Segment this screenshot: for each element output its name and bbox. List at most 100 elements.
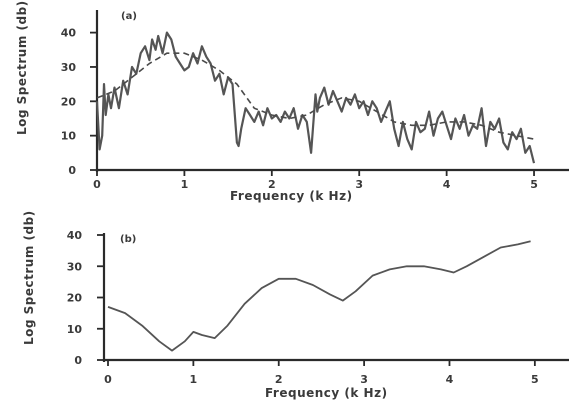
panel-a-series-1-point	[166, 31, 168, 33]
panel-a-series-1-point	[524, 152, 526, 154]
panel-a-series-1-point	[279, 121, 281, 123]
panel-a-series-1-point	[101, 135, 103, 137]
panel-a-series-1-point	[529, 145, 531, 147]
panel-b-y-tick-label: 30	[67, 260, 83, 273]
panel-a-series-1-point	[406, 138, 408, 140]
panel-a-series-1-point	[502, 141, 504, 143]
panel-a-series-2-point	[148, 62, 150, 64]
panel-a-series-2-point	[358, 100, 360, 102]
panel-a-series-1-point	[341, 110, 343, 112]
panel-a-series-1-point	[223, 93, 225, 95]
panel-a-series-1-point	[179, 62, 181, 64]
panel-a-series-1-point	[258, 110, 260, 112]
panel-a-series-1-point	[284, 110, 286, 112]
panel-a-series-1-point	[349, 104, 351, 106]
panel-b-series-1-point	[354, 290, 356, 292]
panel-b-series-1-point	[406, 265, 408, 267]
panel-a-series-1-point	[336, 100, 338, 102]
panel-a-series-1-point	[432, 135, 434, 137]
panel-a-series-1-point	[214, 80, 216, 82]
panel-b-series-1-point	[500, 246, 502, 248]
panel-a-series-1-point	[393, 128, 395, 130]
panel-a-series-1-point	[445, 124, 447, 126]
panel-a-series-1-point	[515, 138, 517, 140]
panel-a-series-1-point	[332, 90, 334, 92]
panel-a-series-2-point	[306, 114, 308, 116]
panel-a-series-1-point	[122, 80, 124, 82]
panel-b-series-1-point	[423, 265, 425, 267]
panel-b-series-1-point	[371, 274, 373, 276]
panel-a-series-1-point	[237, 145, 239, 147]
panel-b-series-1-point	[295, 278, 297, 280]
panel-a-label: (a)	[121, 11, 137, 22]
panel-a-series-1-point	[437, 117, 439, 119]
panel-a-series-1-point	[428, 110, 430, 112]
panel-a-series-1-point	[310, 152, 312, 154]
panel-a-series-1-point	[441, 110, 443, 112]
panel-b-y-tick-label: 0	[74, 354, 82, 367]
panel-a-series-1-point	[367, 114, 369, 116]
panel-a-series-1-point	[485, 145, 487, 147]
panel-a-series-1-point	[201, 45, 203, 47]
panel-a-series-1-point	[157, 35, 159, 37]
panel-a-series-2-point	[113, 90, 115, 92]
panel-a-chart: 0 10 20 30 40 0 1 2 3 4 5	[61, 10, 569, 191]
panel-a-series-1-point	[188, 66, 190, 68]
panel-b-series-1-point	[226, 324, 228, 326]
panel-a-series-1-point	[498, 117, 500, 119]
panel-a-series-1-point	[459, 128, 461, 130]
panel-a-series-2-point	[323, 104, 325, 106]
panel-a-series-2-point	[445, 121, 447, 123]
panel-a-series-1-point	[511, 131, 513, 133]
panel-a-series-1-point	[507, 148, 509, 150]
panel-b-series-1-line	[108, 241, 531, 350]
panel-a-series-2-point	[271, 114, 273, 116]
panel-b-y-tick-label: 40	[67, 229, 83, 242]
panel-a-series-2-point	[236, 83, 238, 85]
panel-b-series-1-point	[124, 312, 126, 314]
panel-a-series-1-point	[103, 83, 105, 85]
panel-a-series-1-point	[480, 107, 482, 109]
panel-a-series-1-point	[231, 83, 233, 85]
panel-a-series-1-point	[126, 93, 128, 95]
panel-a-series-2-point	[341, 97, 343, 99]
panel-a-series-1-point	[424, 128, 426, 130]
panel-a-series-1-point	[118, 107, 120, 109]
panel-a-y-tick-label: 20	[61, 95, 77, 108]
panel-a-series-1-point	[170, 38, 172, 40]
panel-b-chart: 0 10 20 30 40 0 1 2 3 4 5	[67, 229, 569, 386]
panel-a-series-1-point	[161, 52, 163, 54]
panel-a-series-1-point	[476, 128, 478, 130]
panel-a-series-1-point	[362, 100, 364, 102]
panel-b-series-1-point	[184, 340, 186, 342]
panel-a-x-tick-label: 0	[93, 178, 101, 191]
panel-a-series-2-point	[183, 52, 185, 54]
panel-a-y-tick-label: 40	[61, 27, 77, 40]
panel-a-series-1-point	[293, 107, 295, 109]
panel-b-series-1-point	[261, 287, 263, 289]
panel-a-series-1-point	[236, 141, 238, 143]
panel-a-series-1-point	[209, 62, 211, 64]
panel-a-series-2-point	[533, 138, 535, 140]
panel-a-series-1-point	[489, 121, 491, 123]
panel-a-series-1-point	[314, 93, 316, 95]
panel-a-series-2-point	[131, 76, 133, 78]
panel-b-series-1-point	[214, 337, 216, 339]
panel-a-series-1-point	[297, 128, 299, 130]
panel-a-series-1-point	[358, 107, 360, 109]
panel-b-series-1-point	[482, 256, 484, 258]
panel-b-series-1-point	[201, 334, 203, 336]
panel-a-x-tick-label: 4	[443, 178, 451, 191]
panel-a-series-2-point	[201, 59, 203, 61]
panel-a-series-2-point	[463, 121, 465, 123]
panel-a-series-1-point	[218, 73, 220, 75]
panel-a-series-1-point	[450, 138, 452, 140]
panel-a-series-1-point	[205, 56, 207, 58]
panel-b-series-1-point	[440, 268, 442, 270]
panel-a-series-1-point	[520, 128, 522, 130]
panel-a-series-1-point	[411, 148, 413, 150]
panel-a-series-2-point	[393, 121, 395, 123]
panel-a-series-1-point	[319, 97, 321, 99]
panel-a-series-1-point	[397, 145, 399, 147]
panel-b-x-tick-label: 3	[360, 373, 368, 386]
